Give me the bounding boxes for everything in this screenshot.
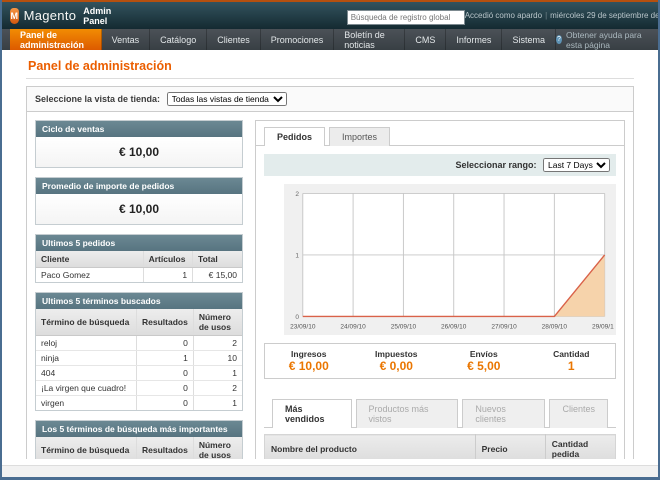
global-search [346,7,465,25]
logo-text: Magento [23,8,77,23]
table-row[interactable]: 404 0 1 [36,365,242,381]
current-date: miércoles 29 de septiembre de 2010 [550,11,660,20]
column-header: Resultados [136,437,194,459]
tab-most-viewed[interactable]: Productos más vistos [355,399,459,429]
column-header: Artículos [142,251,193,268]
nav-item-dashboard[interactable]: Panel de administración [10,29,102,50]
logged-in-as: Accedió como apardo [464,11,543,20]
total-shipping: Envíos € 5,00 [467,349,501,374]
top-search-terms-table: Término de búsqueda Resultados Número de… [36,437,242,459]
column-header: Nombre del producto [264,434,476,459]
lifetime-sales-panel: Ciclo de ventas € 10,00 [35,120,243,168]
total-quantity: Cantidad 1 [553,349,590,374]
nav-item-promotions[interactable]: Promociones [261,29,335,50]
magento-logo: M Magento Admin Panel [10,6,117,26]
tab-orders[interactable]: Pedidos [264,127,326,146]
svg-text:1: 1 [295,252,299,259]
last-orders-table: Cliente Artículos Total Paco Gomez 1 € 1… [36,251,242,282]
orders-chart-svg: 0 1 2 23/09/10 24/09/10 25/09/10 26/09/10 27/09… [290,191,614,331]
footer [2,465,658,477]
nav-item-reports[interactable]: Informes [446,29,503,50]
column-header: Precio [474,434,546,459]
tab-amounts[interactable]: Importes [329,127,391,146]
top-search-terms-title: Los 5 términos de búsqueda más important… [36,421,242,437]
last-search-terms-panel: Ultimos 5 términos buscados Término de b… [35,292,243,411]
lifetime-sales-title: Ciclo de ventas [36,121,242,137]
orders-panel: Pedidos Importes Seleccionar rango: Last… [255,120,625,459]
table-row[interactable]: reloj 0 2 [36,335,242,351]
range-select[interactable]: Last 7 Days [543,158,610,172]
lifetime-sales-value: € 10,00 [36,137,242,167]
nav-item-newsletter[interactable]: Boletín de noticias [334,29,406,50]
orders-panel-body: Seleccionar rango: Last 7 Days 0 1 2 23/09/… [256,146,624,459]
svg-text:26/09/10: 26/09/10 [441,324,467,331]
last-orders-panel: Ultimos 5 pedidos Cliente Artículos Tota… [35,234,243,283]
table-row[interactable]: ninja 1 10 [36,350,242,366]
tab-customers[interactable]: Clientes [549,399,608,429]
orders-chart: 0 1 2 23/09/10 24/09/10 25/09/10 26/09/10 27/09… [284,184,616,336]
orders-tabstrip: Pedidos Importes [256,121,624,146]
last-orders-title: Ultimos 5 pedidos [36,235,242,251]
nav-item-customers[interactable]: Clientes [207,29,261,50]
last-search-terms-title: Ultimos 5 términos buscados [36,293,242,309]
svg-text:27/09/10: 27/09/10 [491,324,517,331]
column-header: Número de usos [192,437,242,459]
svg-text:0: 0 [295,314,299,321]
column-header: Cliente [36,251,144,268]
store-switcher-label: Seleccione la vista de tienda: [35,94,161,104]
svg-text:24/09/10: 24/09/10 [340,324,366,331]
main-nav: Panel de administración Ventas Catálogo … [2,29,658,50]
range-label: Seleccionar rango: [455,160,537,170]
svg-text:23/09/10: 23/09/10 [290,324,316,331]
nav-item-catalog[interactable]: Catálogo [150,29,208,50]
products-tabstrip: Más vendidos Productos más vistos Nuevos… [264,393,616,429]
range-bar: Seleccionar rango: Last 7 Days [264,154,616,176]
table-row[interactable]: Paco Gomez 1 € 15,00 [36,267,242,282]
tab-bestsellers[interactable]: Más vendidos [272,399,352,429]
column-header: Número de usos [192,309,242,336]
svg-text:25/09/10: 25/09/10 [391,324,417,331]
svg-text:2: 2 [295,191,299,198]
column-header: Resultados [136,309,194,336]
last-search-terms-table: Término de búsqueda Resultados Número de… [36,309,242,410]
column-header: Total [192,251,242,268]
store-switcher: Seleccione la vista de tienda: Todas las… [27,87,633,112]
help-icon: ? [555,35,562,44]
column-header: Término de búsqueda [36,437,137,459]
global-search-input[interactable] [346,9,465,25]
average-orders-title: Promedio de importe de pedidos [36,178,242,194]
help-link[interactable]: ? Obtener ayuda para esta página [555,29,658,50]
logo-suffix: Admin Panel [83,5,112,26]
right-column: Pedidos Importes Seleccionar rango: Last… [255,120,625,459]
left-column: Ciclo de ventas € 10,00 Promedio de impo… [35,120,243,459]
total-revenue: Ingresos € 10,00 [288,349,329,374]
nav-item-system[interactable]: Sistema [502,29,556,50]
nav-item-sales[interactable]: Ventas [102,29,151,50]
magento-logo-icon: M [10,7,19,24]
header: M Magento Admin Panel Accedió como apard… [2,0,658,29]
store-view-select[interactable]: Todas las vistas de tienda [166,92,287,106]
svg-text:29/09/10: 29/09/10 [592,324,614,331]
top-search-terms-panel: Los 5 términos de búsqueda más important… [35,420,243,459]
bestsellers-table: Nombre del producto Precio Cantidad pedi… [264,434,616,459]
header-user-info: Accedió como apardo | miércoles 29 de sept… [464,11,660,20]
column-header: Cantidad pedida [544,434,616,459]
dashboard-container: Seleccione la vista de tienda: Todas las… [26,86,634,459]
tab-new-customers[interactable]: Nuevos clientes [462,399,546,429]
nav-item-cms[interactable]: CMS [405,29,447,50]
table-row[interactable]: ¡La virgen que cuadro! 0 2 [36,380,242,396]
svg-text:28/09/10: 28/09/10 [542,324,568,331]
dashboard-columns: Ciclo de ventas € 10,00 Promedio de impo… [27,112,633,459]
totals-row: Ingresos € 10,00 Impuestos € 0,00 Envíos… [264,343,616,380]
page-title: Panel de administración [26,57,634,79]
main-content: Panel de administración Seleccione la vi… [2,50,658,459]
average-orders-panel: Promedio de importe de pedidos € 10,00 [35,177,243,225]
total-tax: Impuestos € 0,00 [374,349,418,374]
column-header: Término de búsqueda [36,309,137,336]
help-label: Obtener ayuda para esta página [566,29,642,50]
average-orders-value: € 10,00 [36,194,242,224]
table-row[interactable]: virgen 0 1 [36,395,242,410]
